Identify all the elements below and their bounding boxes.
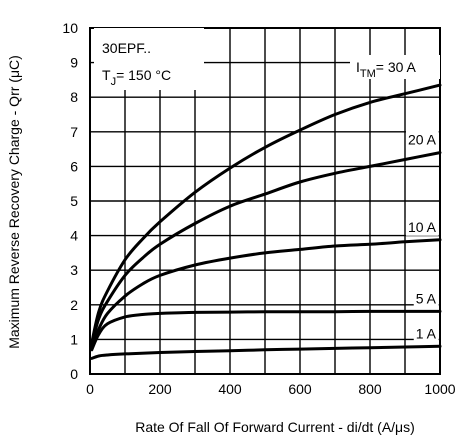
y-tick-label: 7 xyxy=(70,124,78,140)
curve-5a xyxy=(90,309,442,352)
curve-label-20a: 20 A xyxy=(408,132,437,148)
itm-subscript: TM xyxy=(360,68,376,80)
x-tick-label: 1000 xyxy=(424,381,455,397)
curve-label-5a: 5 A xyxy=(416,290,437,306)
tj-symbol: T xyxy=(102,67,111,83)
curves xyxy=(90,83,442,360)
itm-label: ITM= 30 A xyxy=(356,59,417,80)
itm-label-background xyxy=(350,55,440,79)
itm-symbol: I xyxy=(356,59,360,75)
x-tick-label: 400 xyxy=(218,381,242,397)
x-tick-label: 800 xyxy=(358,381,382,397)
y-tick-label: 9 xyxy=(70,55,78,71)
curve-30a xyxy=(90,83,442,345)
grid-lines xyxy=(90,28,440,374)
curve-label-10a: 10 A xyxy=(408,219,437,235)
y-tick-label: 5 xyxy=(70,193,78,209)
curve-label-1a: 1 A xyxy=(416,325,437,341)
y-tick-label: 10 xyxy=(62,20,78,36)
x-tick-label: 200 xyxy=(148,381,172,397)
y-tick-label: 6 xyxy=(70,158,78,174)
tj-subscript: J xyxy=(111,76,117,88)
y-tick-label: 0 xyxy=(70,366,78,382)
y-tick-label: 2 xyxy=(70,297,78,313)
curve-labels: 20 A 10 A 5 A 1 A xyxy=(405,130,439,343)
tj-value: = 150 °C xyxy=(116,67,171,83)
y-tick-label: 3 xyxy=(70,262,78,278)
curve-10a xyxy=(90,238,442,350)
device-label: 30EPF.. xyxy=(102,40,151,56)
y-axis-title: Maximum Reverse Recovery Charge - Qrr (μ… xyxy=(6,55,22,349)
curve-label-background xyxy=(413,289,439,308)
y-tick-label: 4 xyxy=(70,228,78,244)
x-tick-label: 600 xyxy=(288,381,312,397)
curve-1a xyxy=(90,344,442,360)
itm-value: = 30 A xyxy=(376,59,417,75)
tick-labels: 0 200 400 600 800 1000 0 1 2 3 4 5 6 7 8 9 10 xyxy=(62,20,455,397)
y-tick-label: 1 xyxy=(70,331,78,347)
curve-label-background xyxy=(405,217,439,236)
annotation-background xyxy=(94,28,204,90)
x-axis-title: Rate Of Fall Of Forward Current - di/dt … xyxy=(135,419,415,435)
x-tick-label: 0 xyxy=(86,381,94,397)
tj-label: TJ= 150 °C xyxy=(102,67,171,88)
plot-frame xyxy=(89,27,441,375)
curve-label-background xyxy=(405,130,439,149)
curve-label-background xyxy=(413,324,439,343)
y-tick-label: 8 xyxy=(70,89,78,105)
curve-20a xyxy=(90,151,442,347)
